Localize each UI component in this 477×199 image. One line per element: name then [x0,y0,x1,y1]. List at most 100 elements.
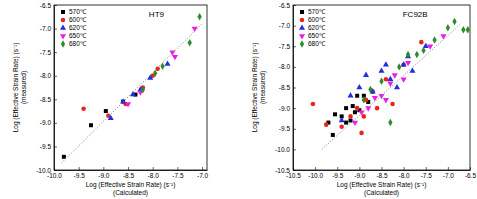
legend-label: 620℃ [69,24,87,31]
tick: -8.5 [376,167,388,179]
tick-mark [426,167,427,170]
point [419,40,424,45]
tick-label: -7.5 [279,43,291,50]
tick-label: -8.5 [376,172,388,179]
point [461,26,465,33]
tick-label: -6.5 [279,2,291,9]
point [409,67,415,72]
tick-label: -8.0 [399,172,411,179]
point [383,98,389,103]
legend-label: 680℃ [308,40,326,47]
legend-marker [60,24,66,29]
tick: -9.5 [279,125,296,132]
legend-marker [299,34,305,39]
point [344,121,348,125]
tick: -9.0 [354,167,366,179]
tick-label: -7.0 [40,25,52,32]
tick-label: -7.0 [279,22,291,29]
legend-marker [300,40,304,47]
plot-area [311,18,470,150]
legend-marker [300,10,304,14]
legend: 570℃600℃620℃650℃680℃ [299,8,326,47]
series [311,40,424,135]
point [440,34,446,39]
tick: -8.0 [399,167,411,179]
tick-label: -9.5 [74,172,86,179]
plot-frame [293,5,470,170]
y-axis: -10.5-10.0-9.5-9.0-8.5-8.0-7.5-7.0-6.5 [275,2,296,174]
y-axis-title: Log (Effective Strain Rate) (s⁻¹) [12,43,20,133]
legend-label: 620℃ [308,24,326,31]
point [147,75,153,80]
tick-mark [293,46,296,47]
point [324,122,329,127]
tick-mark [54,123,57,124]
tick: -7.0 [279,22,296,29]
tick: -7.5 [40,49,57,56]
tick-label: -7.0 [197,172,209,179]
point [379,78,383,85]
point [188,39,192,46]
point [352,121,358,126]
tick: -7.0 [197,167,209,179]
tick-label: -8.0 [40,72,52,79]
point [363,72,369,77]
fit-line [322,24,461,150]
point [339,117,345,122]
tick: -6.5 [465,167,477,179]
tick: -8.0 [279,63,296,70]
tick-mark [128,167,129,170]
point [415,51,419,58]
tick: -9.0 [40,119,57,126]
tick-label: -9.0 [98,172,110,179]
legend-marker [61,40,65,47]
panel: -10.5-10.0-9.5-9.0-8.5-8.0-7.5-7.0-6.5-1… [251,2,476,197]
point [153,70,157,77]
legend-label: 570℃ [308,8,326,15]
tick: -9.5 [40,143,57,150]
point [164,60,170,65]
tick-label: -6.5 [465,172,477,179]
point [347,92,353,97]
tick-label: -9.5 [40,143,52,150]
y-axis-title: Log (Effective Strain Rate) (s⁻¹) [251,43,259,133]
point [387,76,393,81]
tick-mark [103,167,104,170]
point [104,109,108,113]
x-axis-title: (Calculated) [364,189,399,197]
tick: -7.5 [172,167,184,179]
tick-mark [153,167,154,170]
legend: 570℃600℃620℃650℃680℃ [60,8,87,47]
tick-label: -10.0 [308,172,323,179]
tick-mark [293,108,296,109]
point [372,96,378,101]
x-axis: -10.5-10.0-9.5-9.0-8.5-8.0-7.5-7.0-6.5 [286,167,476,179]
tick: -7.0 [443,167,455,179]
point [378,67,384,72]
tick-mark [315,167,316,170]
tick-mark [382,167,383,170]
tick-label: -8.5 [123,172,135,179]
title: FC92B [403,10,428,19]
point [89,123,93,127]
tick-label: -8.5 [40,96,52,103]
tick-mark [54,146,57,147]
series [108,60,171,119]
point [362,114,367,119]
title: HT9 [149,10,165,19]
plot-area [61,13,202,163]
tick: -8.5 [279,84,296,91]
tick-mark [337,167,338,170]
point [446,24,450,31]
tick: -8.5 [123,167,135,179]
series [81,66,160,118]
point [387,82,393,87]
point [375,106,380,111]
tick-label: -8.0 [148,172,160,179]
tick: -6.5 [279,2,296,9]
point [353,110,357,114]
legend-marker [60,34,66,39]
point [344,106,348,110]
point [197,13,201,20]
point [421,47,425,54]
